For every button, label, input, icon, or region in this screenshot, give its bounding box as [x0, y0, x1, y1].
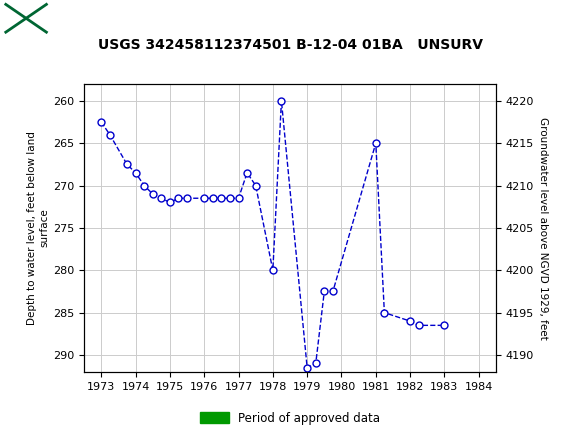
Text: USGS 342458112374501 B-12-04 01BA   UNSURV: USGS 342458112374501 B-12-04 01BA UNSURV [97, 38, 483, 52]
Y-axis label: Depth to water level, feet below land
surface: Depth to water level, feet below land su… [27, 131, 49, 325]
Bar [376, 372, 462, 382]
Bar [6, 4, 46, 32]
Y-axis label: Groundwater level above NGVD 1929, feet: Groundwater level above NGVD 1929, feet [538, 117, 548, 339]
Bar [102, 372, 333, 382]
Legend: Period of approved data: Period of approved data [195, 407, 385, 430]
Text: USGS: USGS [58, 9, 109, 27]
